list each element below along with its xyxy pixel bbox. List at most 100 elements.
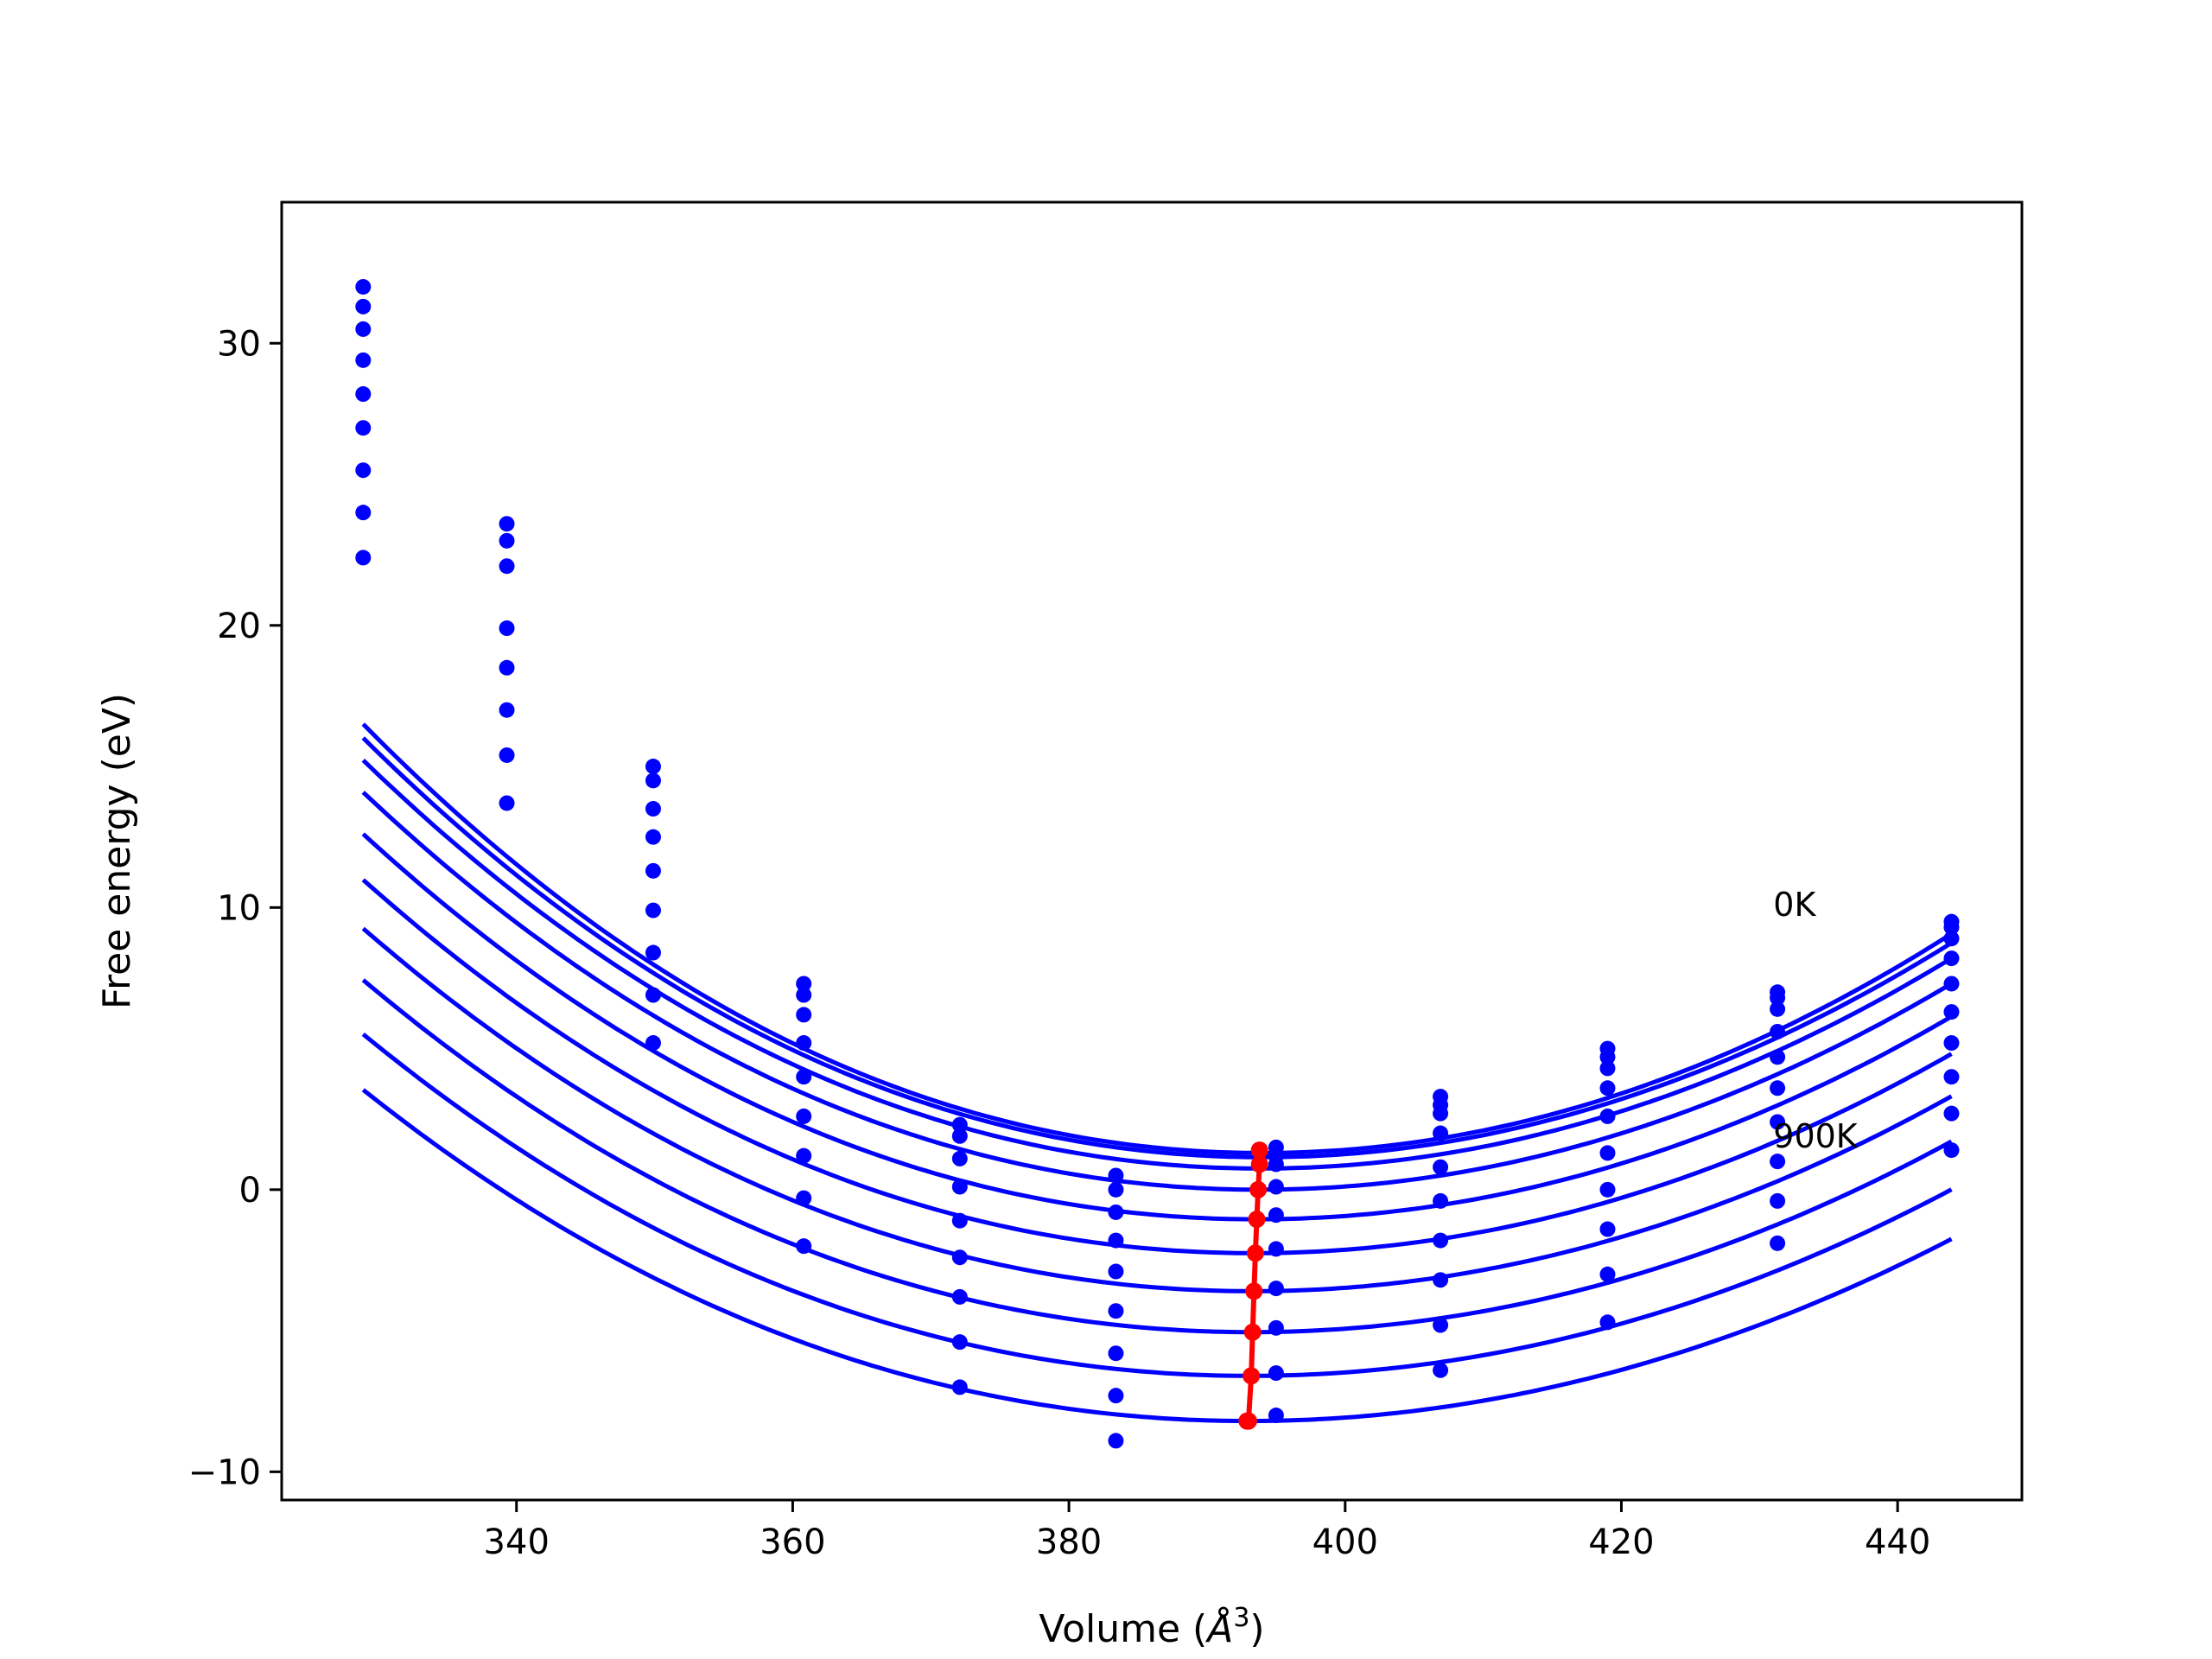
data-point [499, 747, 515, 763]
minimum-point [1249, 1180, 1268, 1198]
y-axis-ticks: −10 0 10 20 30 [188, 324, 282, 1492]
series-curve-4 [361, 832, 1953, 1222]
data-point [355, 550, 372, 566]
y-tick-label: 0 [239, 1171, 261, 1211]
x-axis-label-unit: Å [1205, 1605, 1233, 1651]
data-point [796, 1147, 812, 1164]
data-point [1599, 1266, 1616, 1282]
x-tick-label: 420 [1588, 1522, 1654, 1562]
data-point [1268, 1365, 1284, 1382]
minimum-point [1243, 1367, 1261, 1385]
data-point [355, 420, 372, 436]
data-point [796, 1069, 812, 1085]
data-point [1943, 919, 1960, 936]
data-point [645, 772, 661, 789]
minimum-point [1250, 1141, 1268, 1160]
data-point [796, 1238, 812, 1255]
data-point [796, 987, 812, 1003]
plot-content [355, 278, 1960, 1449]
minimum-point [1246, 1244, 1264, 1262]
data-point [1943, 1105, 1960, 1122]
data-point [355, 462, 372, 479]
data-point [1108, 1433, 1124, 1449]
data-point [1599, 1221, 1616, 1237]
data-point [796, 1108, 812, 1124]
data-point [951, 1379, 968, 1395]
minimum-point [1250, 1155, 1268, 1173]
x-tick-label: 360 [760, 1522, 825, 1562]
data-point [1268, 1241, 1284, 1257]
data-point [951, 1288, 968, 1305]
y-tick-label: −10 [188, 1452, 261, 1492]
series-curve-8 [361, 1032, 1953, 1378]
data-point [1770, 1235, 1786, 1251]
y-tick-label: 20 [217, 607, 261, 646]
data-point [1268, 1156, 1284, 1173]
data-point [796, 1007, 812, 1023]
data-point [1108, 1303, 1124, 1319]
data-point [645, 902, 661, 918]
data-point [1599, 1145, 1616, 1161]
data-point [1770, 1001, 1786, 1017]
data-point [1599, 1080, 1616, 1096]
data-point [1433, 1362, 1449, 1378]
data-point [499, 702, 515, 718]
data-point [499, 620, 515, 637]
data-point [1268, 1207, 1284, 1224]
data-point [1599, 1314, 1616, 1331]
data-point [1268, 1408, 1284, 1424]
x-axis-ticks: 340 360 380 400 420 440 [484, 1500, 1930, 1562]
plot-frame [280, 200, 2024, 1502]
data-point [951, 1150, 968, 1166]
data-point [796, 1190, 812, 1206]
x-axis-label-close: ) [1249, 1607, 1264, 1651]
data-point [499, 558, 515, 575]
series-curve-1 [361, 736, 1953, 1160]
data-point [1433, 1232, 1449, 1249]
annotation-0k: 0K [1773, 886, 1816, 924]
data-point [951, 1128, 968, 1144]
data-point [1433, 1125, 1449, 1141]
data-point [1108, 1345, 1124, 1362]
data-point [645, 829, 661, 845]
data-point [1770, 1049, 1786, 1065]
data-point [1268, 1319, 1284, 1336]
x-tick-label: 380 [1036, 1522, 1102, 1562]
y-tick-label: 10 [217, 888, 261, 928]
series-curve-5 [361, 878, 1953, 1255]
x-tick-label: 340 [484, 1522, 550, 1562]
data-point [645, 944, 661, 961]
data-point [1599, 1181, 1616, 1198]
data-point [951, 1179, 968, 1195]
series-curve-3 [361, 791, 1953, 1192]
data-point [645, 1035, 661, 1052]
data-point [499, 795, 515, 811]
data-point [951, 1212, 968, 1229]
data-point [1943, 976, 1960, 992]
data-point [645, 759, 661, 775]
data-point [355, 352, 372, 368]
data-point [499, 659, 515, 676]
data-point [951, 1116, 968, 1133]
x-axis-label-text: Volume ( [1039, 1607, 1207, 1651]
data-point [1268, 1281, 1284, 1297]
annotation-900k: 900K [1773, 1117, 1859, 1155]
minimum-point [1243, 1323, 1262, 1341]
series-curve-0 [361, 722, 1953, 1155]
x-tick-label: 440 [1865, 1522, 1930, 1562]
data-point [1770, 1114, 1786, 1130]
data-point [1599, 1049, 1616, 1065]
x-tick-label: 400 [1313, 1522, 1378, 1562]
data-point [499, 516, 515, 532]
data-point [645, 987, 661, 1003]
data-point [1943, 950, 1960, 967]
data-point [1770, 989, 1786, 1006]
data-point [1108, 1232, 1124, 1249]
x-axis-label-exponent: 3 [1233, 1603, 1249, 1633]
y-axis-label: Free energy (eV) [95, 693, 139, 1009]
data-point [355, 298, 372, 315]
data-point [1108, 1204, 1124, 1220]
data-point [1268, 1179, 1284, 1195]
data-point [499, 532, 515, 549]
data-point [1433, 1272, 1449, 1288]
